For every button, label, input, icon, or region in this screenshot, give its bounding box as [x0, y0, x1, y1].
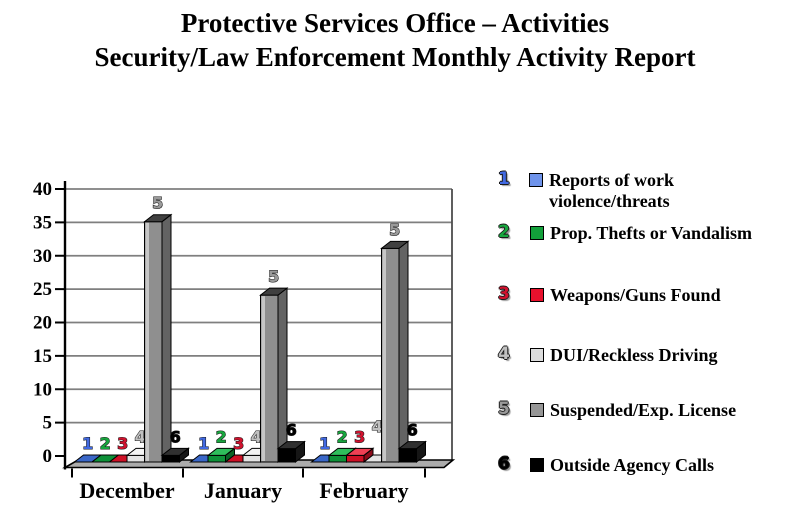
bar-december-series5-number: 5 [152, 194, 163, 213]
bar-january-series1-number: 1 [198, 434, 209, 453]
bar-february-series2-front [328, 454, 347, 463]
bar-january-series3-number: 3 [233, 434, 244, 453]
x-axis-label-january: January [204, 478, 282, 503]
bar-december-series4-number: 4 [135, 427, 146, 446]
chart-title-line1: Protective Services Office – Activities [180, 8, 610, 38]
legend-item-5: 5 Suspended/Exp. License [498, 400, 736, 421]
y-axis-label-0: 0 [43, 446, 53, 467]
legend-label-5: Suspended/Exp. License [550, 400, 737, 420]
legend-item-6: 6 Outside Agency Calls [498, 455, 714, 476]
bar-february-series5-number: 5 [389, 220, 400, 239]
legend-number-4: 4 [498, 344, 510, 364]
bar-january-series4-front [242, 454, 261, 463]
legend-swatch-red [530, 288, 544, 302]
legend-item-1: 1 Reports of work violence/threats [498, 170, 790, 212]
bar-december-series4-front [126, 454, 145, 463]
bar-february-series6-number: 6 [407, 421, 418, 440]
bar-january-series2-number: 2 [216, 427, 227, 446]
bar-january-series6-number: 6 [286, 421, 297, 440]
bar-february-series5-highlight [382, 249, 386, 461]
legend-swatch-black [530, 458, 544, 472]
legend-label-3: Weapons/Guns Found [550, 285, 721, 305]
legend-number-1: 1 [498, 169, 510, 189]
y-axis-label-5: 5 [43, 413, 53, 434]
legend-item-3: 3 Weapons/Guns Found [498, 285, 721, 306]
bar-january-series2-front [207, 454, 226, 463]
bar-january-series6-front [277, 448, 296, 463]
bar-january-series5-number: 5 [268, 267, 279, 286]
y-axis-label-15: 15 [33, 346, 52, 367]
bar-december-series6-number: 6 [170, 427, 181, 446]
bar-december-series6-front [161, 454, 180, 463]
bar-january-series5-highlight [261, 296, 265, 461]
bar-february-series5-top [380, 240, 410, 249]
bar-february-series3-top [345, 447, 375, 456]
legend-label-6: Outside Agency Calls [550, 455, 715, 475]
legend-swatch-blue [529, 173, 544, 187]
bar-december-series1-number: 1 [82, 434, 93, 453]
bar-february-series4-number: 4 [372, 417, 383, 436]
x-axis-label-february: February [319, 478, 408, 503]
bar-february-series6-top [397, 441, 427, 450]
bar-december-series6-top [160, 447, 190, 456]
chart-title-line2: Security/Law Enforcement Monthly Activit… [94, 42, 696, 72]
bar-january-series2-top [206, 447, 236, 456]
y-axis-label-30: 30 [33, 246, 52, 267]
legend-number-6: 6 [498, 454, 510, 474]
legend-number-3: 3 [498, 284, 510, 304]
bar-december-series2-number: 2 [100, 434, 111, 453]
bar-december-series3-number: 3 [117, 434, 128, 453]
legend-swatch-green [530, 226, 544, 240]
legend-swatch-lightgray [530, 348, 544, 362]
chart-title: Protective Services Office – Activities … [0, 6, 790, 74]
x-axis-label-december: December [79, 478, 175, 503]
legend-item-2: 2 Prop. Thefts or Vandalism [498, 223, 752, 244]
legend-label-2: Prop. Thefts or Vandalism [550, 223, 753, 243]
y-axis-label-20: 20 [33, 313, 52, 334]
legend-number-2: 2 [498, 222, 510, 242]
bar-january-series4-number: 4 [251, 427, 262, 446]
y-axis-label-35: 35 [33, 212, 52, 233]
bar-december-series5-highlight [145, 222, 149, 461]
bar-january-series6-top [276, 441, 306, 450]
bar-december-series5-top [143, 214, 173, 223]
legend-item-4: 4 DUI/Reckless Driving [498, 345, 718, 366]
y-axis-label-25: 25 [33, 279, 52, 300]
bar-february-series1-number: 1 [319, 434, 330, 453]
bar-december-series5-side [161, 213, 172, 464]
bar-february-series3-front [346, 454, 365, 463]
legend-label-4: DUI/Reckless Driving [550, 345, 718, 365]
legend-swatch-gray [530, 403, 544, 417]
y-axis-label-10: 10 [33, 379, 52, 400]
y-axis-label-40: 40 [33, 179, 52, 200]
bar-february-series3-number: 3 [354, 427, 365, 446]
bar-february-series6-front [398, 448, 417, 463]
bar-january-series5-top [259, 287, 289, 296]
legend-label-1: Reports of work violence/threats [549, 170, 675, 211]
legend-number-5: 5 [498, 399, 510, 419]
bar-february-series2-number: 2 [337, 427, 348, 446]
